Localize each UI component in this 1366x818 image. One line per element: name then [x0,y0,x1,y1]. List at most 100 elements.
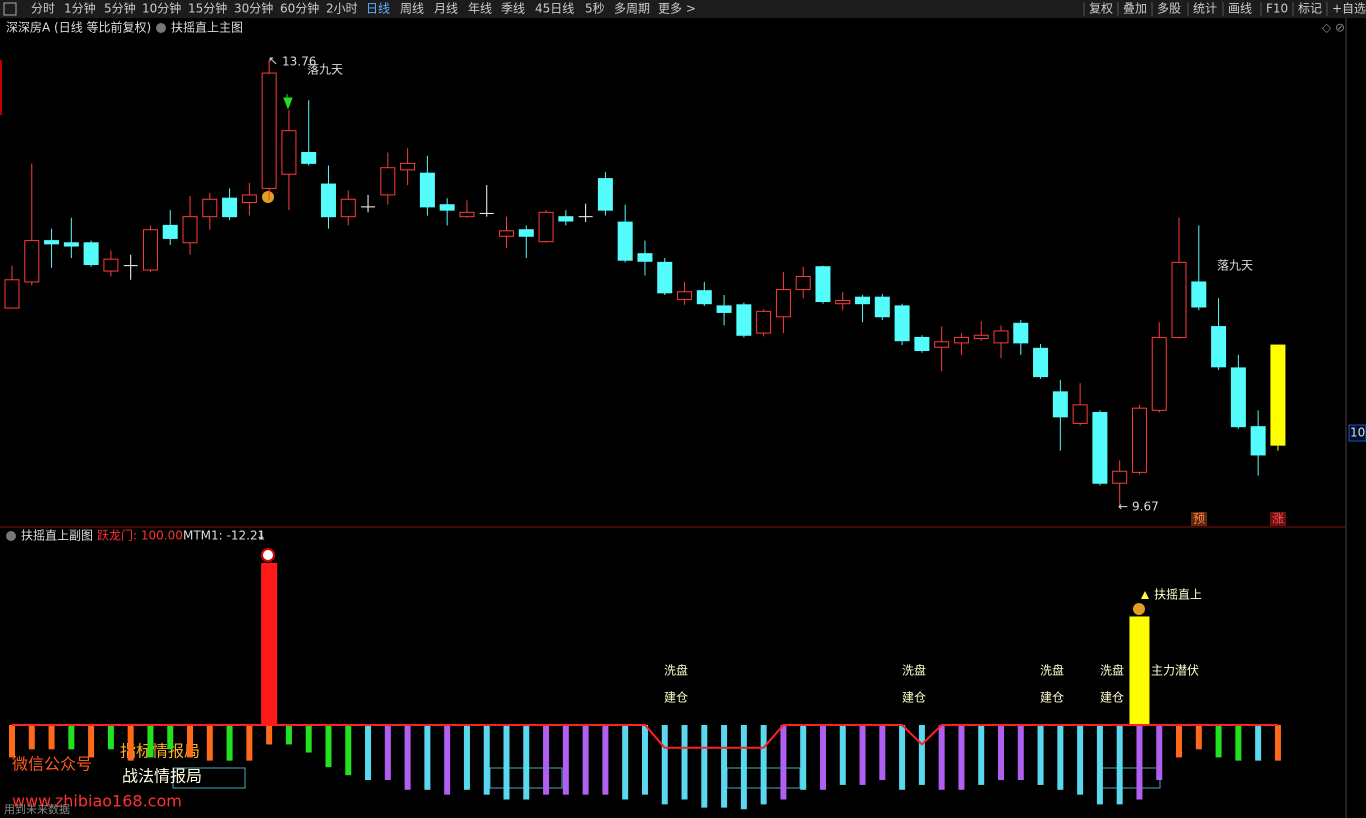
mtm-bar [266,725,273,745]
period-tab[interactable]: 30分钟 [234,1,273,16]
mtm-bar [444,725,451,795]
period-tab[interactable]: 日线 [366,2,390,16]
candle-body [756,310,772,334]
tool-button[interactable]: 标记 [1298,2,1322,16]
candle-body [1033,347,1049,378]
max-arrow: ↖ [268,54,278,68]
candle-body [597,178,613,211]
period-tab[interactable]: 45日线 [535,2,574,16]
candle-body [63,242,79,247]
candle-body [4,279,20,309]
period-tab[interactable]: 周线 [400,2,424,16]
candle-body [103,258,119,272]
period-tab[interactable]: 分时 [31,2,55,16]
mtm-bar [1116,725,1123,805]
annotation: 建仓 [902,691,926,705]
annotation: 洗盘 [902,663,926,678]
mtm-bar [701,725,708,808]
mtm-bar [246,725,253,761]
period-tab[interactable]: 15分钟 [188,1,227,16]
plus-icon [261,548,275,562]
mtm-bar [978,725,985,785]
period-tab[interactable]: 10分钟 [142,1,181,16]
mtm-bar [365,725,372,781]
candle-body [637,253,653,262]
candle-body [1052,391,1068,418]
signal-label: 落九天 [1217,259,1253,273]
mtm-bar [1195,725,1202,750]
candle-body [558,216,574,222]
badge-box [1191,512,1207,526]
candle-body [499,230,514,237]
candle-body [696,290,712,305]
period-tab[interactable]: 更多 > [658,2,696,16]
mtm-bar [187,725,194,758]
menu-icon[interactable] [3,2,17,16]
mtm-bar [622,725,629,800]
tool-button[interactable]: 统计 [1193,2,1217,16]
tool-button[interactable]: 画线 [1228,2,1252,16]
mtm-bar [285,725,292,745]
tool-button[interactable]: +自选 [1332,2,1366,16]
period-tab[interactable]: 多周期 [614,2,650,16]
mtm-bar [424,725,431,790]
candle-body [855,296,871,305]
candle-body [400,162,416,171]
down-arrow-icon [283,94,293,110]
mtm-bar [819,725,826,790]
candle-body [1211,326,1227,368]
mtm-bar [226,725,233,761]
signal-label: 落九天 [307,63,343,77]
mtm-bar [463,725,470,790]
candle-body [261,72,277,189]
mtm-bar [384,725,391,781]
mtm-bar [661,725,668,805]
mtm-bar [28,725,35,750]
toolbar [0,0,1366,18]
candle-body [142,229,158,271]
main-indicator: 扶摇直上主图 [171,20,243,35]
mtm-bar [859,725,866,785]
period-tab[interactable]: 年线 [468,2,492,16]
signal-up: 扶摇直上 [1154,587,1202,602]
period-tab[interactable]: 月线 [434,2,458,16]
watermark: 指标情报局 [120,742,200,761]
candle-body [716,305,732,313]
candle-body [182,216,198,244]
tool-button[interactable]: 叠加 [1123,2,1147,16]
watermark: 微信公众号 [12,755,92,774]
note: 用到未来数据 [4,802,70,816]
tool-button[interactable]: 复权 [1089,2,1113,16]
period-tab[interactable]: 1分钟 [64,1,96,16]
mtm-bar [839,725,846,785]
candle-body [538,211,554,243]
mtm-bar [800,725,807,790]
mtm-bar [107,725,114,750]
period-tab[interactable]: 2小时 [326,2,358,16]
sub-toggle[interactable] [6,531,16,541]
candle-body [1131,407,1147,473]
annotation: 建仓 [1100,691,1124,705]
panel-controls[interactable]: ◇ ⊘ [1322,21,1345,35]
mtm-bar [48,725,55,750]
indicator-toggle[interactable] [156,23,166,33]
candle-body [202,198,218,218]
mtm-bar [918,725,925,785]
candle-body [617,221,633,261]
tool-button[interactable]: F10 [1266,2,1288,16]
min-label: 9.67 [1132,500,1159,514]
candle-body [44,240,60,245]
candle-body [973,334,989,340]
period-tab[interactable]: 60分钟 [280,1,319,16]
candle-body [241,194,257,204]
period-tab[interactable]: 季线 [501,2,525,16]
max-label: 13.76 [282,55,316,69]
candle-body [894,305,910,342]
tool-button[interactable]: 多股 [1157,2,1181,16]
candle-body [993,330,1009,344]
badge-box [1270,512,1286,526]
period-tab[interactable]: 5分钟 [104,1,136,16]
period-tab[interactable]: 5秒 [585,2,605,16]
candle-body [934,341,950,348]
mtm-bar [721,725,728,808]
